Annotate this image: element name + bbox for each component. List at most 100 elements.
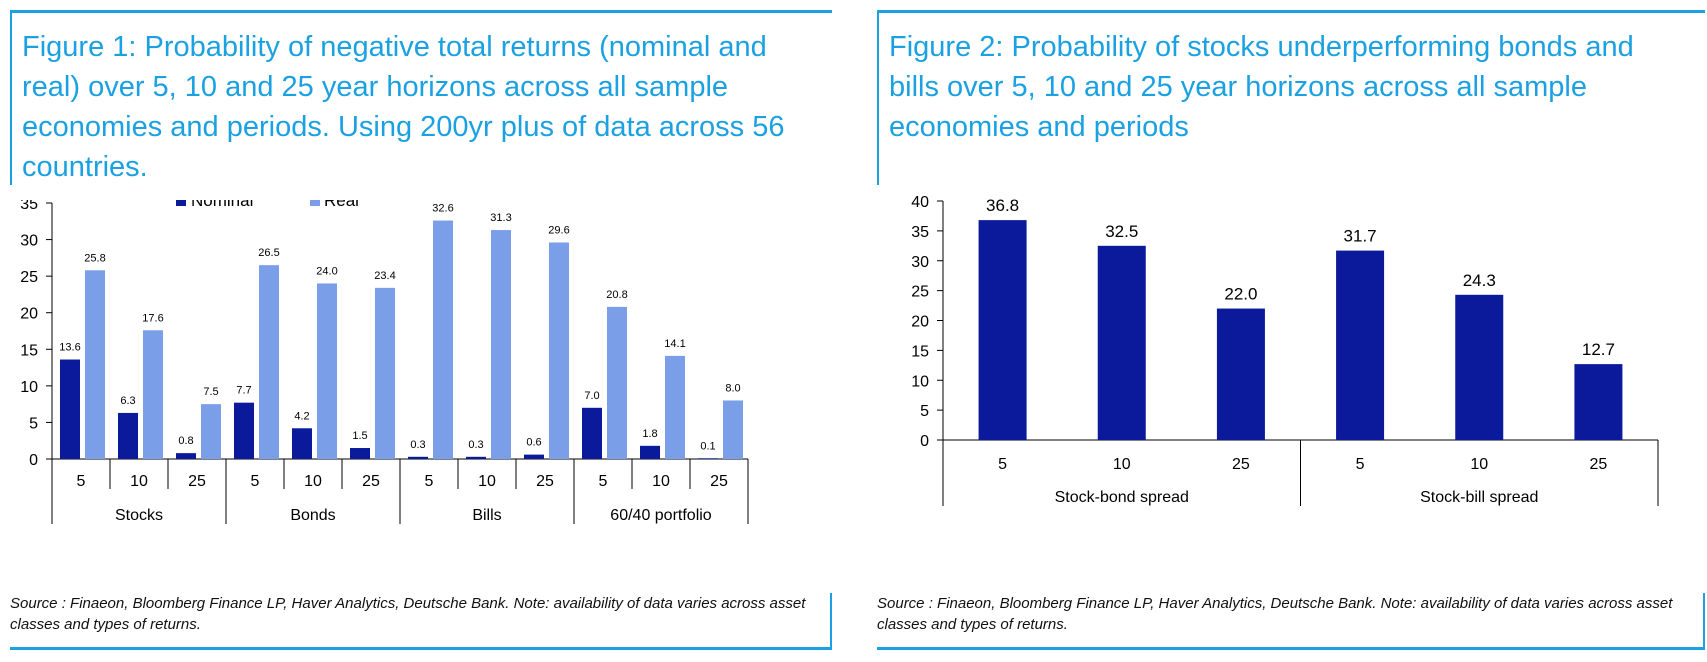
figure-2-panel: Figure 2: Probability of stocks underper… (873, 0, 1707, 662)
x-tick-label: 5 (599, 473, 608, 490)
bar-real (143, 330, 163, 459)
bar-nominal (582, 407, 602, 459)
data-label-nominal: 0.1 (700, 440, 715, 452)
x-tick-label: 10 (304, 473, 322, 490)
data-label-nominal: 7.7 (236, 385, 251, 397)
y-tick-label: 35 (911, 224, 929, 241)
y-tick-label: 10 (20, 379, 38, 396)
data-label-nominal: 0.8 (178, 435, 193, 447)
bar-real (607, 306, 627, 459)
group-label: 60/40 portfolio (610, 507, 712, 524)
x-tick-label: 25 (188, 473, 206, 490)
bar-nominal (408, 456, 428, 459)
x-tick-label: 25 (536, 473, 554, 490)
figure-1-source-box: Source : Finaeon, Bloomberg Finance LP, … (10, 593, 832, 650)
x-tick-label: 25 (1590, 456, 1608, 473)
data-label: 31.7 (1344, 227, 1377, 246)
figure-1-panel: Figure 1: Probability of negative total … (0, 0, 840, 662)
bar-real (201, 404, 221, 459)
data-label-nominal: 0.3 (468, 439, 483, 451)
data-label-real: 17.6 (142, 312, 163, 324)
data-label-real: 26.5 (258, 247, 279, 259)
x-tick-label: 10 (1470, 456, 1488, 473)
data-label-real: 24.0 (316, 265, 337, 277)
x-tick-label: 5 (425, 473, 434, 490)
figure-2-source-box: Source : Finaeon, Bloomberg Finance LP, … (877, 593, 1705, 650)
data-label-real: 23.4 (374, 270, 395, 282)
group-label: Stock-bill spread (1420, 489, 1538, 506)
data-label-real: 32.6 (432, 203, 453, 215)
x-tick-label: 5 (1356, 456, 1365, 473)
bar-spread (1216, 308, 1265, 440)
bar-spread (1336, 250, 1385, 440)
bar-nominal (524, 454, 544, 459)
data-label-real: 14.1 (664, 338, 685, 350)
x-tick-label: 25 (362, 473, 380, 490)
bar-nominal (176, 453, 196, 459)
figure-2-chart: 0 5 10 15 20 25 30 35 40 36.8 5 32.5 10 22.0 25 31.7 5 24… (911, 194, 1659, 506)
data-label-real: 31.3 (490, 212, 511, 224)
data-label: 36.8 (986, 196, 1019, 215)
y-tick-label: 10 (911, 373, 929, 390)
y-tick-label: 5 (29, 415, 38, 432)
data-label-real: 20.8 (606, 289, 627, 301)
x-tick-label: 25 (710, 473, 728, 490)
x-tick-label: 10 (130, 473, 148, 490)
bar-spread (1455, 294, 1504, 440)
bar-real (85, 270, 105, 459)
figure-2-title-box: Figure 2: Probability of stocks underper… (877, 10, 1705, 185)
y-tick-label: 25 (911, 284, 929, 301)
x-tick-label: 10 (652, 473, 670, 490)
legend-swatch-nominal (176, 200, 186, 206)
bar-nominal (292, 428, 312, 459)
bar-nominal (118, 412, 138, 459)
data-label-real: 25.8 (84, 252, 105, 264)
data-label-nominal: 1.5 (352, 430, 367, 442)
x-tick-label: 5 (77, 473, 86, 490)
figure-2-source: Source : Finaeon, Bloomberg Finance LP, … (877, 595, 1673, 633)
figure-1-title: Figure 1: Probability of negative total … (22, 31, 785, 183)
data-label-nominal: 0.6 (526, 437, 541, 449)
bar-spread (978, 220, 1027, 440)
group-label: Bills (472, 507, 501, 524)
y-tick-label: 35 (20, 200, 38, 213)
x-tick-label: 5 (998, 456, 1007, 473)
bar-real (433, 220, 453, 459)
figure-1-title-box: Figure 1: Probability of negative total … (10, 10, 832, 185)
bar-real (375, 287, 395, 459)
data-label-nominal: 1.8 (642, 428, 657, 440)
bar-spread (1574, 364, 1623, 440)
bar-real (259, 265, 279, 459)
x-tick-label: 5 (251, 473, 260, 490)
bar-nominal (466, 456, 486, 459)
y-tick-label: 25 (20, 269, 38, 286)
bar-real (549, 242, 569, 459)
legend-swatch-real (310, 200, 320, 206)
data-label: 12.7 (1582, 340, 1615, 359)
data-label-real: 8.0 (725, 382, 740, 394)
y-tick-label: 0 (920, 433, 929, 450)
y-tick-label: 30 (911, 254, 929, 271)
bar-real (317, 283, 337, 459)
x-tick-label: 10 (478, 473, 496, 490)
figure-1-chart: 0 5 10 15 20 25 30 35 13.6 25.8 5 6.3 17.6 10 0.8 7.5 25… (20, 200, 749, 524)
y-tick-label: 0 (29, 452, 38, 469)
data-label-nominal: 7.0 (584, 390, 599, 402)
figure-2-title: Figure 2: Probability of stocks underper… (889, 31, 1634, 143)
y-tick-label: 30 (20, 233, 38, 250)
data-label: 32.5 (1105, 222, 1138, 241)
bar-real (723, 400, 743, 459)
bar-spread (1097, 245, 1146, 440)
data-label: 22.0 (1224, 285, 1257, 304)
data-label-real: 29.6 (548, 224, 569, 236)
y-tick-label: 20 (911, 314, 929, 331)
group-label: Stocks (115, 507, 163, 524)
data-label-nominal: 0.3 (410, 439, 425, 451)
figure-1-source: Source : Finaeon, Bloomberg Finance LP, … (10, 595, 806, 633)
data-label-nominal: 4.2 (294, 410, 309, 422)
data-label-nominal: 6.3 (120, 395, 135, 407)
y-tick-label: 40 (911, 194, 929, 211)
x-tick-label: 10 (1113, 456, 1131, 473)
data-label-real: 7.5 (203, 386, 218, 398)
legend-label-real: Real (324, 200, 359, 210)
